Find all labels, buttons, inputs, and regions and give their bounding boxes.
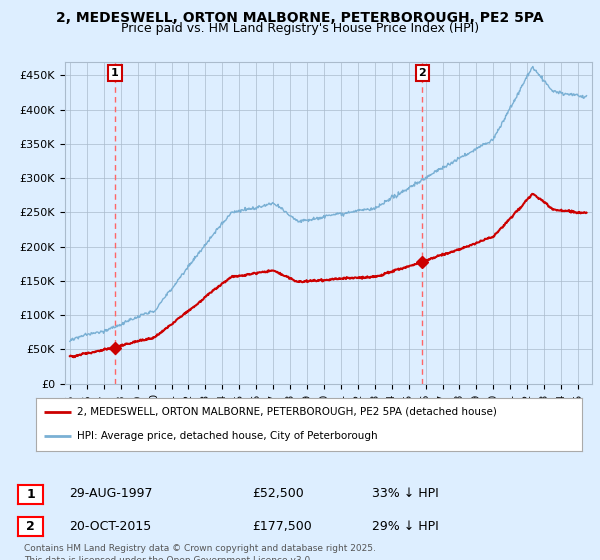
Text: £52,500: £52,500 (252, 487, 304, 501)
Text: 1: 1 (111, 68, 119, 78)
Text: Price paid vs. HM Land Registry's House Price Index (HPI): Price paid vs. HM Land Registry's House … (121, 22, 479, 35)
Text: 2: 2 (418, 68, 426, 78)
Text: 2, MEDESWELL, ORTON MALBORNE, PETERBOROUGH, PE2 5PA (detached house): 2, MEDESWELL, ORTON MALBORNE, PETERBOROU… (77, 407, 497, 417)
Text: 2: 2 (26, 520, 35, 534)
Text: 20-OCT-2015: 20-OCT-2015 (69, 520, 151, 533)
Text: 33% ↓ HPI: 33% ↓ HPI (372, 487, 439, 501)
Text: HPI: Average price, detached house, City of Peterborough: HPI: Average price, detached house, City… (77, 431, 377, 441)
Text: Contains HM Land Registry data © Crown copyright and database right 2025.
This d: Contains HM Land Registry data © Crown c… (24, 544, 376, 560)
Text: 29% ↓ HPI: 29% ↓ HPI (372, 520, 439, 533)
Text: 29-AUG-1997: 29-AUG-1997 (69, 487, 152, 501)
Text: 2, MEDESWELL, ORTON MALBORNE, PETERBOROUGH, PE2 5PA: 2, MEDESWELL, ORTON MALBORNE, PETERBOROU… (56, 11, 544, 25)
Text: 1: 1 (26, 488, 35, 501)
Text: £177,500: £177,500 (252, 520, 312, 533)
